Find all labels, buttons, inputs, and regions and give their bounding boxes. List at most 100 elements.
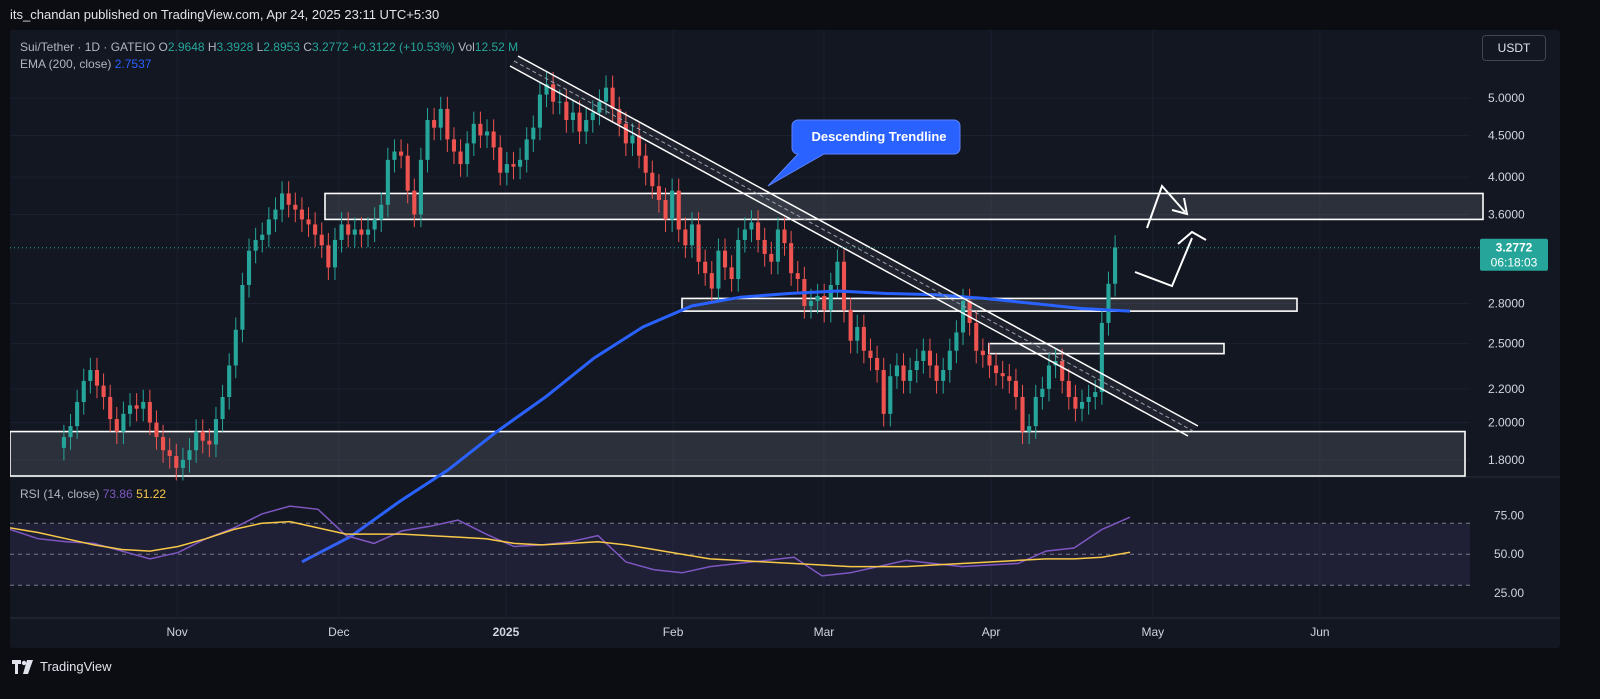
candle-body [1027,426,1032,432]
projection-arrow-top [1146,184,1186,229]
rsi-tick-label: 25.00 [1494,586,1524,600]
candle-body [709,273,714,289]
time-tick-label: Nov [166,625,187,639]
candle-body [974,322,979,351]
candle-body [154,422,159,438]
candle-body [451,139,457,152]
candle-body [246,250,252,285]
candle-body [1046,365,1052,389]
tradingview-logo[interactable]: TradingView [12,659,112,674]
candle-body [68,426,73,438]
candle-body [769,253,774,262]
candle-body [498,147,503,173]
symbol-legend: Sui/Tether · 1D · GATEIO O2.9648 H3.3928… [20,40,518,54]
ohlc-value-h: 3.3928 [216,40,254,54]
candle-body [88,370,93,381]
callout-label: Descending Trendline [811,129,946,144]
projection-arrow [1134,237,1193,288]
candle-body [114,419,119,432]
candle-body [524,139,529,160]
volume-label: Vol [458,40,475,54]
candle-body [927,350,933,366]
candle-body [722,250,728,268]
currency-button[interactable]: USDT [1482,35,1546,61]
candle-body [399,151,404,156]
candle-body [352,229,357,235]
price-tick-label: 3.6000 [1488,207,1525,221]
candle-body [379,204,384,220]
candle-body [544,84,549,95]
trendline-lower [509,65,1189,437]
candle-body [61,437,66,448]
candle-body [213,419,219,445]
time-tick-label: Jun [1310,625,1329,639]
candle-body [637,135,642,156]
candle-body [570,112,576,121]
price-tick-label: 2.5000 [1488,337,1525,351]
candle-body [855,326,860,341]
ohlc-key-c: C [299,40,312,54]
candle-body [458,151,463,165]
candle-body [643,155,648,173]
candle-body [233,329,238,366]
candle-body [650,172,655,187]
candle-body [564,101,569,121]
candle-body [346,224,351,235]
candle-body [590,112,595,121]
chart-frame [10,30,1560,648]
candle-body [1086,396,1091,402]
time-tick-label: May [1141,625,1164,639]
candle-body [121,413,126,432]
candle-body [670,190,675,220]
candle-body [914,360,919,371]
ohlc-value-l: 2.8953 [263,40,300,54]
trendline-upper [517,55,1199,427]
candle-body [835,261,840,285]
candle-body [967,300,972,323]
price-tick-label: 1.8000 [1488,453,1525,467]
candle-body [167,450,172,456]
candle-body [934,365,939,381]
candle-body [478,123,483,136]
candle-body [762,239,767,254]
candle-body [280,193,285,210]
time-tick-label: Dec [328,625,349,639]
candle-body [868,350,873,359]
candle-body [716,250,721,289]
price-chart[interactable]: 5.0000 4.5000 4.0000 3.6000 2.8000 2.5000 2.20… [10,30,1560,648]
change-value: +0.3122 (+10.53%) [352,40,455,54]
candle-body [365,229,371,235]
candle-body [1079,401,1085,409]
rsi-value: 73.86 [102,487,133,501]
candle-body [385,159,390,205]
candle-body [815,295,820,301]
candle-body [372,219,377,230]
candle-body [94,370,100,386]
candle-body [75,401,80,427]
candle-body [108,396,113,420]
candle-body [908,370,913,381]
candle-body [603,87,609,102]
candle-body [689,224,695,246]
candle-body [306,219,311,225]
candle-body [1099,322,1104,393]
published-line: its_chandan published on TradingView.com… [10,7,440,22]
ohlc-key-l: L [253,40,264,54]
ema-label: EMA (200, close) [20,57,112,71]
candle-body [127,405,133,414]
candle-body [319,234,324,246]
candle-body [987,355,992,366]
ohlc-key-o: O [158,40,168,54]
candle-body [551,84,556,102]
candle-body [518,159,523,167]
candle-body [577,112,582,132]
candle-body [736,239,741,280]
candle-body [696,224,701,262]
candle-body [848,309,853,341]
trendline-mid [513,60,1194,432]
candle-body [326,245,331,268]
candle-body [299,209,304,220]
candle-body [194,431,199,451]
candle-body [412,190,417,215]
price-tick-label: 2.8000 [1488,296,1525,310]
